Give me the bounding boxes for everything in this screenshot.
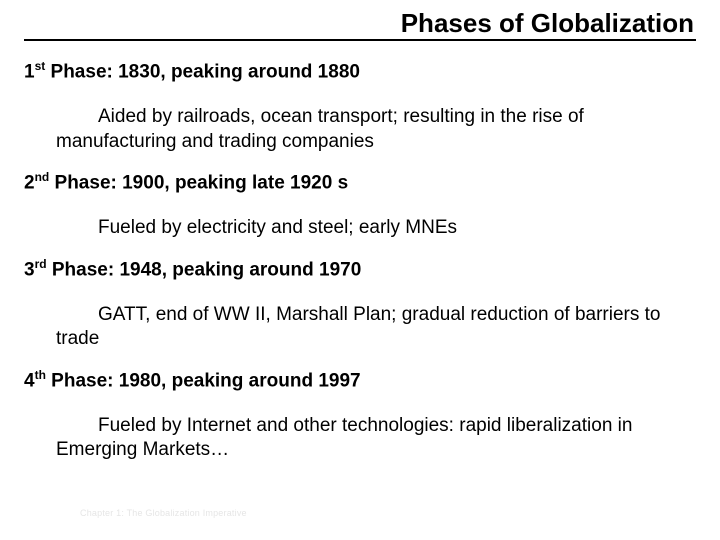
- phase-1-heading-text: Phase: 1830, peaking around 1880: [45, 61, 360, 82]
- slide-title: Phases of Globalization: [24, 8, 696, 41]
- phase-1-ordinal: 1: [24, 61, 35, 82]
- phase-2-heading-text: Phase: 1900, peaking late 1920 s: [49, 172, 348, 193]
- phase-3-heading: 3rd Phase: 1948, peaking around 1970: [24, 257, 696, 281]
- slide: Phases of Globalization 1st Phase: 1830,…: [0, 0, 720, 540]
- phase-3-body: GATT, end of WW II, Marshall Plan; gradu…: [56, 303, 696, 352]
- phase-2-ordinal: 2: [24, 172, 35, 193]
- phase-1-body: Aided by railroads, ocean transport; res…: [56, 105, 696, 154]
- phase-4-body: Fueled by Internet and other technologie…: [56, 414, 696, 463]
- slide-footer: Chapter 1: The Globalization Imperative: [80, 508, 247, 518]
- phase-3-heading-text: Phase: 1948, peaking around 1970: [47, 259, 362, 280]
- phase-4-suffix: th: [35, 368, 46, 382]
- phase-1-heading: 1st Phase: 1830, peaking around 1880: [24, 59, 696, 83]
- phase-3-suffix: rd: [35, 257, 47, 271]
- phase-1-suffix: st: [35, 59, 46, 73]
- phase-2-heading: 2nd Phase: 1900, peaking late 1920 s: [24, 170, 696, 194]
- phase-2-suffix: nd: [35, 170, 50, 184]
- phase-4-heading: 4th Phase: 1980, peaking around 1997: [24, 368, 696, 392]
- phase-3-ordinal: 3: [24, 259, 35, 280]
- phase-2-body: Fueled by electricity and steel; early M…: [56, 216, 696, 240]
- phase-4-heading-text: Phase: 1980, peaking around 1997: [46, 370, 361, 391]
- phase-4-ordinal: 4: [24, 370, 35, 391]
